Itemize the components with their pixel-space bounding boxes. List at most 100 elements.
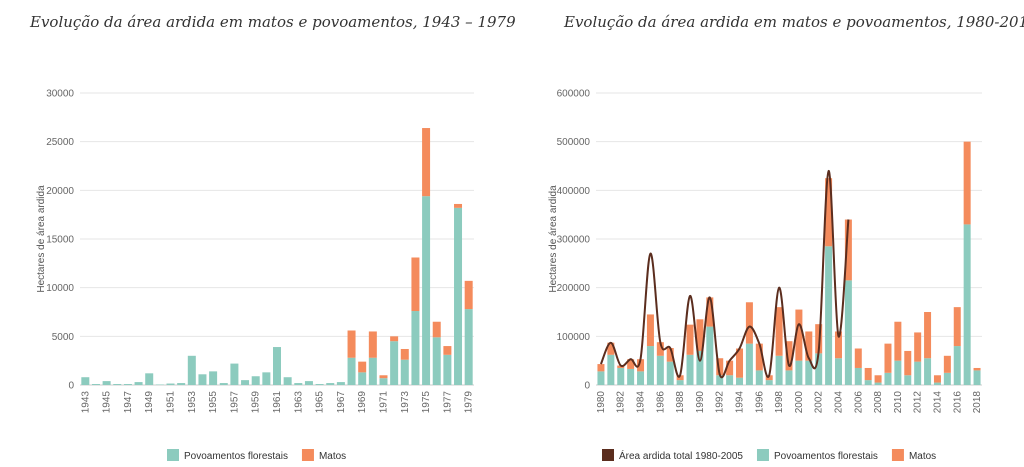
y-tick-label: 5000 [52,332,75,343]
bar-povoamentos [844,280,852,385]
bar-matos [755,343,763,371]
bar-matos [706,297,714,327]
x-tick-label: 1971 [378,391,389,414]
bar-povoamentos [805,360,813,385]
bar-povoamentos [262,372,271,385]
bar-matos [637,359,645,372]
bar-povoamentos [904,375,912,385]
chart-title: Evolução da área ardida em matos e povoa… [564,13,1024,31]
bar-povoamentos [637,371,645,385]
bar-matos [736,348,744,378]
x-tick-label: 1994 [735,391,746,414]
bar-matos [411,257,420,312]
bar-povoamentos [283,377,292,385]
bar-povoamentos [716,375,724,385]
bar-povoamentos [924,358,932,385]
y-tick-label: 100000 [557,332,591,343]
x-tick-label: 1963 [293,391,304,414]
bar-povoamentos [102,381,111,385]
y-tick-label: 300000 [557,235,591,246]
y-tick-label: 20000 [46,186,74,197]
x-tick-label: 2008 [873,391,884,414]
x-tick-label: 2016 [952,391,963,414]
bar-povoamentos [607,354,615,385]
bar-matos [597,364,605,372]
bar-matos [432,321,441,338]
x-tick-label: 2010 [893,391,904,414]
bar-povoamentos [597,371,605,385]
x-tick-label: 1969 [357,391,368,414]
x-tick-label: 1977 [442,391,453,414]
y-tick-label: 400000 [557,186,591,197]
bar-povoamentos [123,384,132,385]
bar-matos [716,358,724,376]
bar-matos [864,367,872,381]
x-tick-label: 1973 [400,391,411,414]
bar-povoamentos [646,346,654,385]
bar-matos [454,203,463,208]
bar-matos [358,361,367,373]
bar-povoamentos [166,383,175,385]
bar-povoamentos [379,378,388,385]
bar-povoamentos [686,354,694,385]
bar-matos [765,375,773,381]
legend-swatch [301,449,314,461]
chart-1980-2018: 0 100000 200000 300000 400000 500000 600000 Hec… [548,89,983,463]
bar-matos [963,141,971,225]
bar-matos [884,343,892,373]
legend-swatch [891,449,904,461]
chart-panel-1943-1979: Evolução da área ardida em matos e povoa… [30,13,516,462]
x-tick-label: 2012 [913,391,924,414]
bar-povoamentos [336,382,345,385]
bar-matos [943,355,951,373]
bar-povoamentos [755,370,763,385]
bar-povoamentos [358,372,367,385]
x-tick-label: 2000 [794,391,805,414]
bar-povoamentos [963,224,971,385]
chart-title: Evolução da área ardida em matos e povoa… [30,13,516,31]
bar-matos [973,367,981,371]
bar-povoamentos [627,368,635,385]
bar-povoamentos [219,383,228,385]
bar-povoamentos [676,380,684,385]
bar-povoamentos [864,380,872,385]
bar-povoamentos [315,384,324,385]
bar-povoamentos [785,370,793,385]
bar-matos [646,314,654,347]
bar-matos [464,280,473,310]
y-tick-label: 30000 [46,89,74,100]
bar-matos [666,348,674,362]
x-tick-label: 1984 [636,391,647,414]
bar-povoamentos [368,357,377,385]
x-tick-label: 2014 [932,391,943,414]
bar-povoamentos [411,311,420,385]
y-tick-label: 600000 [557,89,591,100]
x-tick-label: 1955 [208,391,219,414]
bar-povoamentos [241,380,250,385]
bar-povoamentos [464,309,473,385]
bar-matos [924,312,932,359]
bar-povoamentos [145,373,154,385]
chart-panel-1980-2018: Evolução da área ardida em matos e povoa… [512,0,1024,467]
x-tick-label: 1980 [596,391,607,414]
y-tick-label: 25000 [46,137,74,148]
bar-povoamentos [198,374,207,385]
bar-povoamentos [815,353,823,385]
x-tick-label: 2002 [814,391,825,414]
legend-swatch [167,449,179,461]
bar-povoamentos [91,384,100,385]
bar-povoamentos [273,347,281,385]
y-tick-label: 0 [584,381,590,392]
bar-matos [368,331,377,358]
bar-matos [443,346,452,355]
x-tick-label: 1982 [616,391,627,414]
x-tick-label: 1943 [80,391,91,414]
x-tick-label: 1990 [695,391,706,414]
y-tick-label: 500000 [557,137,591,148]
x-tick-label: 1996 [754,391,765,414]
bar-matos [696,319,704,351]
bar-matos [894,321,902,361]
legend-label: Matos [319,451,346,462]
bar-povoamentos [765,380,773,385]
y-tick-label: 10000 [46,283,74,294]
